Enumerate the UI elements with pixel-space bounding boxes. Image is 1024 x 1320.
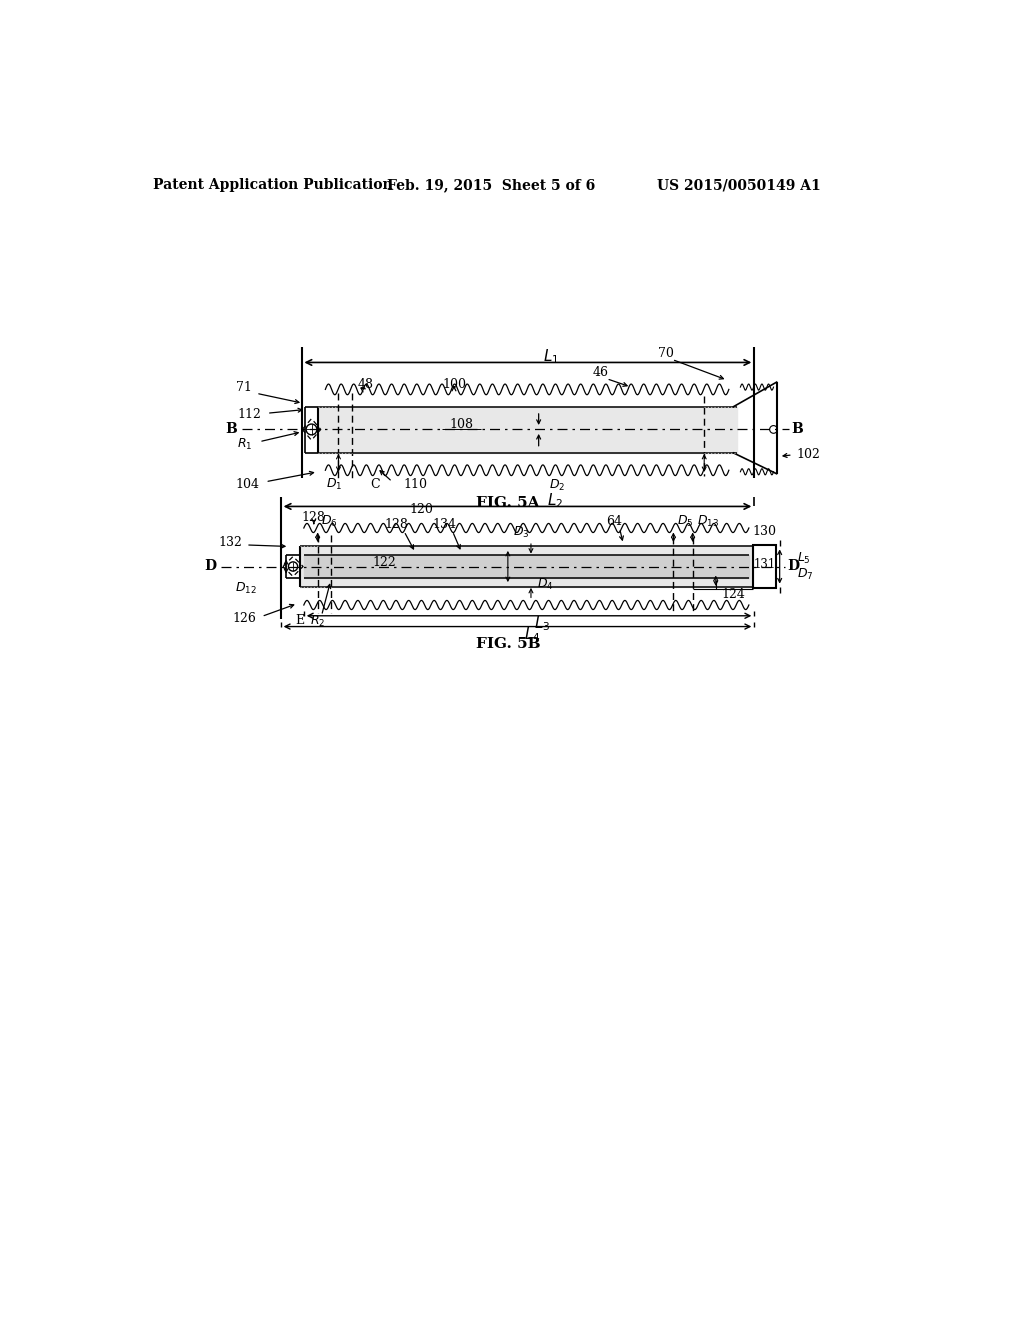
Text: B: B [792, 422, 803, 437]
Text: 71: 71 [236, 381, 252, 395]
Bar [300, 546, 753, 586]
Text: C: C [371, 478, 380, 491]
Text: 128: 128 [302, 511, 326, 524]
Text: 108: 108 [450, 418, 474, 432]
Bar [304, 554, 749, 578]
Text: $D_{12}$: $D_{12}$ [236, 581, 257, 597]
Text: 70: 70 [657, 347, 674, 360]
Text: $D_4$: $D_4$ [537, 577, 553, 593]
Text: 104: 104 [236, 478, 260, 491]
Text: D: D [205, 560, 217, 573]
Text: $D_5$: $D_5$ [677, 515, 693, 529]
Text: 124: 124 [722, 589, 745, 602]
Text: FIG. 5A: FIG. 5A [476, 495, 540, 510]
Text: 134: 134 [433, 519, 457, 532]
Text: Feb. 19, 2015  Sheet 5 of 6: Feb. 19, 2015 Sheet 5 of 6 [387, 178, 595, 193]
Bar [753, 545, 776, 589]
Text: 110: 110 [403, 478, 428, 491]
Text: $L_1$: $L_1$ [543, 347, 559, 366]
Text: 46: 46 [592, 366, 608, 379]
Text: 122: 122 [373, 556, 396, 569]
Text: 120: 120 [410, 503, 433, 516]
Text: 112: 112 [238, 408, 261, 421]
Text: $R_1$: $R_1$ [237, 437, 252, 453]
Text: $D_1$: $D_1$ [326, 477, 342, 491]
Bar [317, 407, 736, 453]
Text: 48: 48 [357, 378, 374, 391]
Text: B: B [225, 422, 237, 437]
Text: $D_{13}$: $D_{13}$ [696, 515, 719, 529]
Text: 64: 64 [606, 515, 623, 528]
Text: $R_2$: $R_2$ [310, 614, 326, 630]
Text: E: E [295, 614, 304, 627]
Text: $L_4$: $L_4$ [524, 624, 541, 644]
Text: 100: 100 [442, 378, 466, 391]
Text: 128: 128 [384, 519, 409, 532]
Text: 131: 131 [753, 558, 775, 572]
Text: 132: 132 [218, 536, 243, 549]
Text: $D_2$: $D_2$ [549, 478, 565, 494]
Text: $D_6$: $D_6$ [321, 515, 338, 529]
Text: D: D [787, 560, 800, 573]
Text: US 2015/0050149 A1: US 2015/0050149 A1 [657, 178, 820, 193]
Text: 130: 130 [753, 524, 776, 537]
Text: Patent Application Publication: Patent Application Publication [154, 178, 393, 193]
Text: 126: 126 [232, 612, 256, 626]
Text: $D_7$: $D_7$ [797, 566, 813, 582]
Text: $L_3$: $L_3$ [534, 614, 550, 632]
Text: $L_5$: $L_5$ [797, 552, 810, 566]
Text: 102: 102 [797, 449, 820, 462]
Text: $L_2$: $L_2$ [547, 491, 563, 510]
Text: FIG. 5B: FIG. 5B [475, 636, 541, 651]
Text: $D_3$: $D_3$ [513, 525, 530, 540]
